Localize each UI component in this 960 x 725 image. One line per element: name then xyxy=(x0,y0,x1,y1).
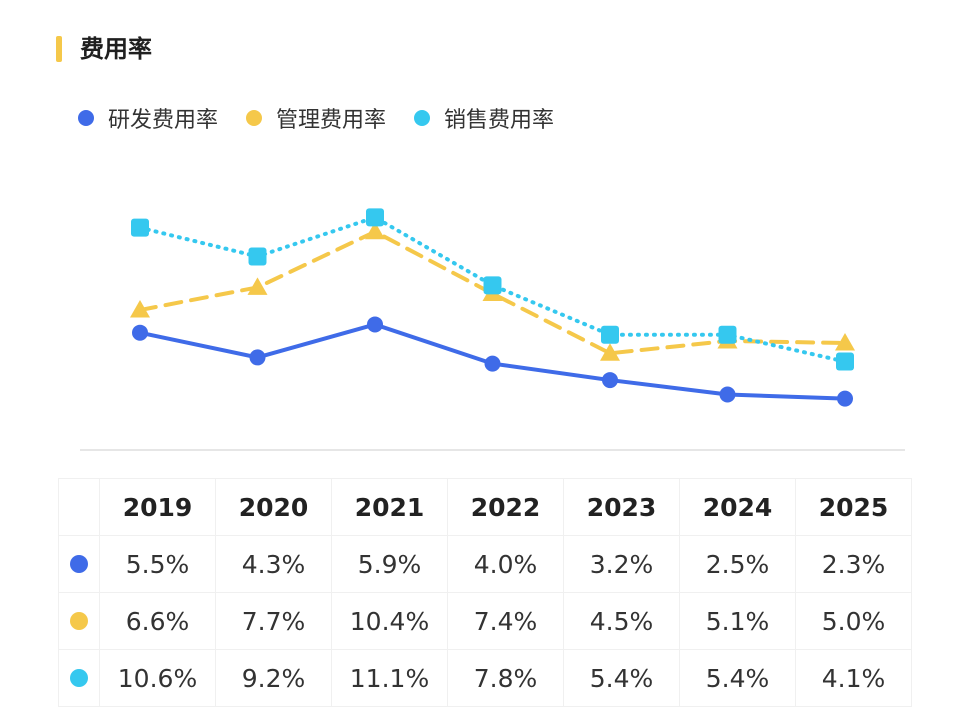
table-header-row: 2019 2020 2021 2022 2023 2024 2025 xyxy=(58,478,912,536)
table-row-sales: 10.6% 9.2% 11.1% 7.8% 5.4% 5.4% 4.1% xyxy=(58,649,912,707)
table-cell: 7.7% xyxy=(215,592,332,650)
table-header-year: 2020 xyxy=(215,478,332,536)
table-cell: 5.9% xyxy=(331,535,448,593)
data-point xyxy=(837,390,853,407)
data-point xyxy=(366,208,384,227)
table-cell: 10.6% xyxy=(99,649,216,707)
data-point xyxy=(601,325,619,344)
chart-title: 费用率 xyxy=(80,35,152,63)
table-cell: 3.2% xyxy=(563,535,680,593)
table-cell: 11.1% xyxy=(331,649,448,707)
table-header-year: 2021 xyxy=(331,478,448,536)
data-point xyxy=(249,349,266,366)
legend-dot-sales xyxy=(414,110,431,126)
table-cell: 9.2% xyxy=(215,649,332,707)
table-cell: 5.4% xyxy=(679,649,796,707)
data-point xyxy=(484,355,501,372)
row-dot-sales xyxy=(70,668,88,687)
legend-item-mgmt[interactable]: 管理费用率 xyxy=(246,102,386,134)
data-point xyxy=(600,343,620,361)
data-point xyxy=(365,221,385,240)
row-dot-mgmt xyxy=(70,611,88,630)
legend-label-rd: 研发费用率 xyxy=(108,108,219,133)
data-point xyxy=(836,352,854,371)
table-cell: 4.5% xyxy=(563,592,680,650)
legend: 研发费用率 管理费用率 销售费用率 xyxy=(78,102,582,134)
data-point xyxy=(483,276,502,295)
table-cell: 2.5% xyxy=(679,535,796,593)
data-point xyxy=(248,247,267,266)
table-cell: 5.1% xyxy=(679,592,796,650)
table-cell: 4.1% xyxy=(795,649,912,707)
table-cell: 5.0% xyxy=(795,592,912,650)
legend-item-sales[interactable]: 销售费用率 xyxy=(414,102,554,134)
row-key-rd xyxy=(58,535,100,593)
legend-label-sales: 销售费用率 xyxy=(444,108,555,133)
data-point xyxy=(602,372,618,389)
table-header-year: 2019 xyxy=(99,478,216,536)
table-cell: 2.3% xyxy=(795,535,912,593)
legend-label-mgmt: 管理费用率 xyxy=(276,108,387,133)
table-corner-cell xyxy=(58,478,100,536)
data-point xyxy=(247,277,268,295)
row-key-sales xyxy=(58,649,100,707)
row-key-mgmt xyxy=(58,592,100,650)
table-cell: 10.4% xyxy=(331,592,448,650)
table-header-year: 2025 xyxy=(795,478,912,536)
legend-item-rd[interactable]: 研发费用率 xyxy=(78,102,218,134)
data-point xyxy=(130,300,150,318)
legend-dot-mgmt xyxy=(246,110,263,126)
table-cell: 6.6% xyxy=(99,592,216,650)
table-row-mgmt: 6.6% 7.7% 10.4% 7.4% 4.5% 5.1% 5.0% xyxy=(58,592,912,650)
data-point xyxy=(131,218,149,237)
data-point xyxy=(132,324,148,341)
table-header-year: 2024 xyxy=(679,478,796,536)
table-cell: 5.5% xyxy=(99,535,216,593)
title-accent-bar xyxy=(56,36,62,62)
table-row-rd: 5.5% 4.3% 5.9% 4.0% 3.2% 2.5% 2.3% xyxy=(58,535,912,593)
table-cell: 4.3% xyxy=(215,535,332,593)
line-chart xyxy=(80,208,905,451)
table-header-year: 2022 xyxy=(447,478,564,536)
table-cell: 7.8% xyxy=(447,649,564,707)
data-point xyxy=(367,316,383,333)
data-table: 2019 2020 2021 2022 2023 2024 2025 5.5% … xyxy=(58,478,912,707)
data-point xyxy=(719,386,736,403)
table-cell: 4.0% xyxy=(447,535,564,593)
table-cell: 7.4% xyxy=(447,592,564,650)
table-header-year: 2023 xyxy=(563,478,680,536)
data-point xyxy=(835,333,855,351)
row-dot-rd xyxy=(70,554,88,573)
legend-dot-rd xyxy=(78,110,94,126)
table-cell: 5.4% xyxy=(563,649,680,707)
data-point xyxy=(718,325,737,344)
